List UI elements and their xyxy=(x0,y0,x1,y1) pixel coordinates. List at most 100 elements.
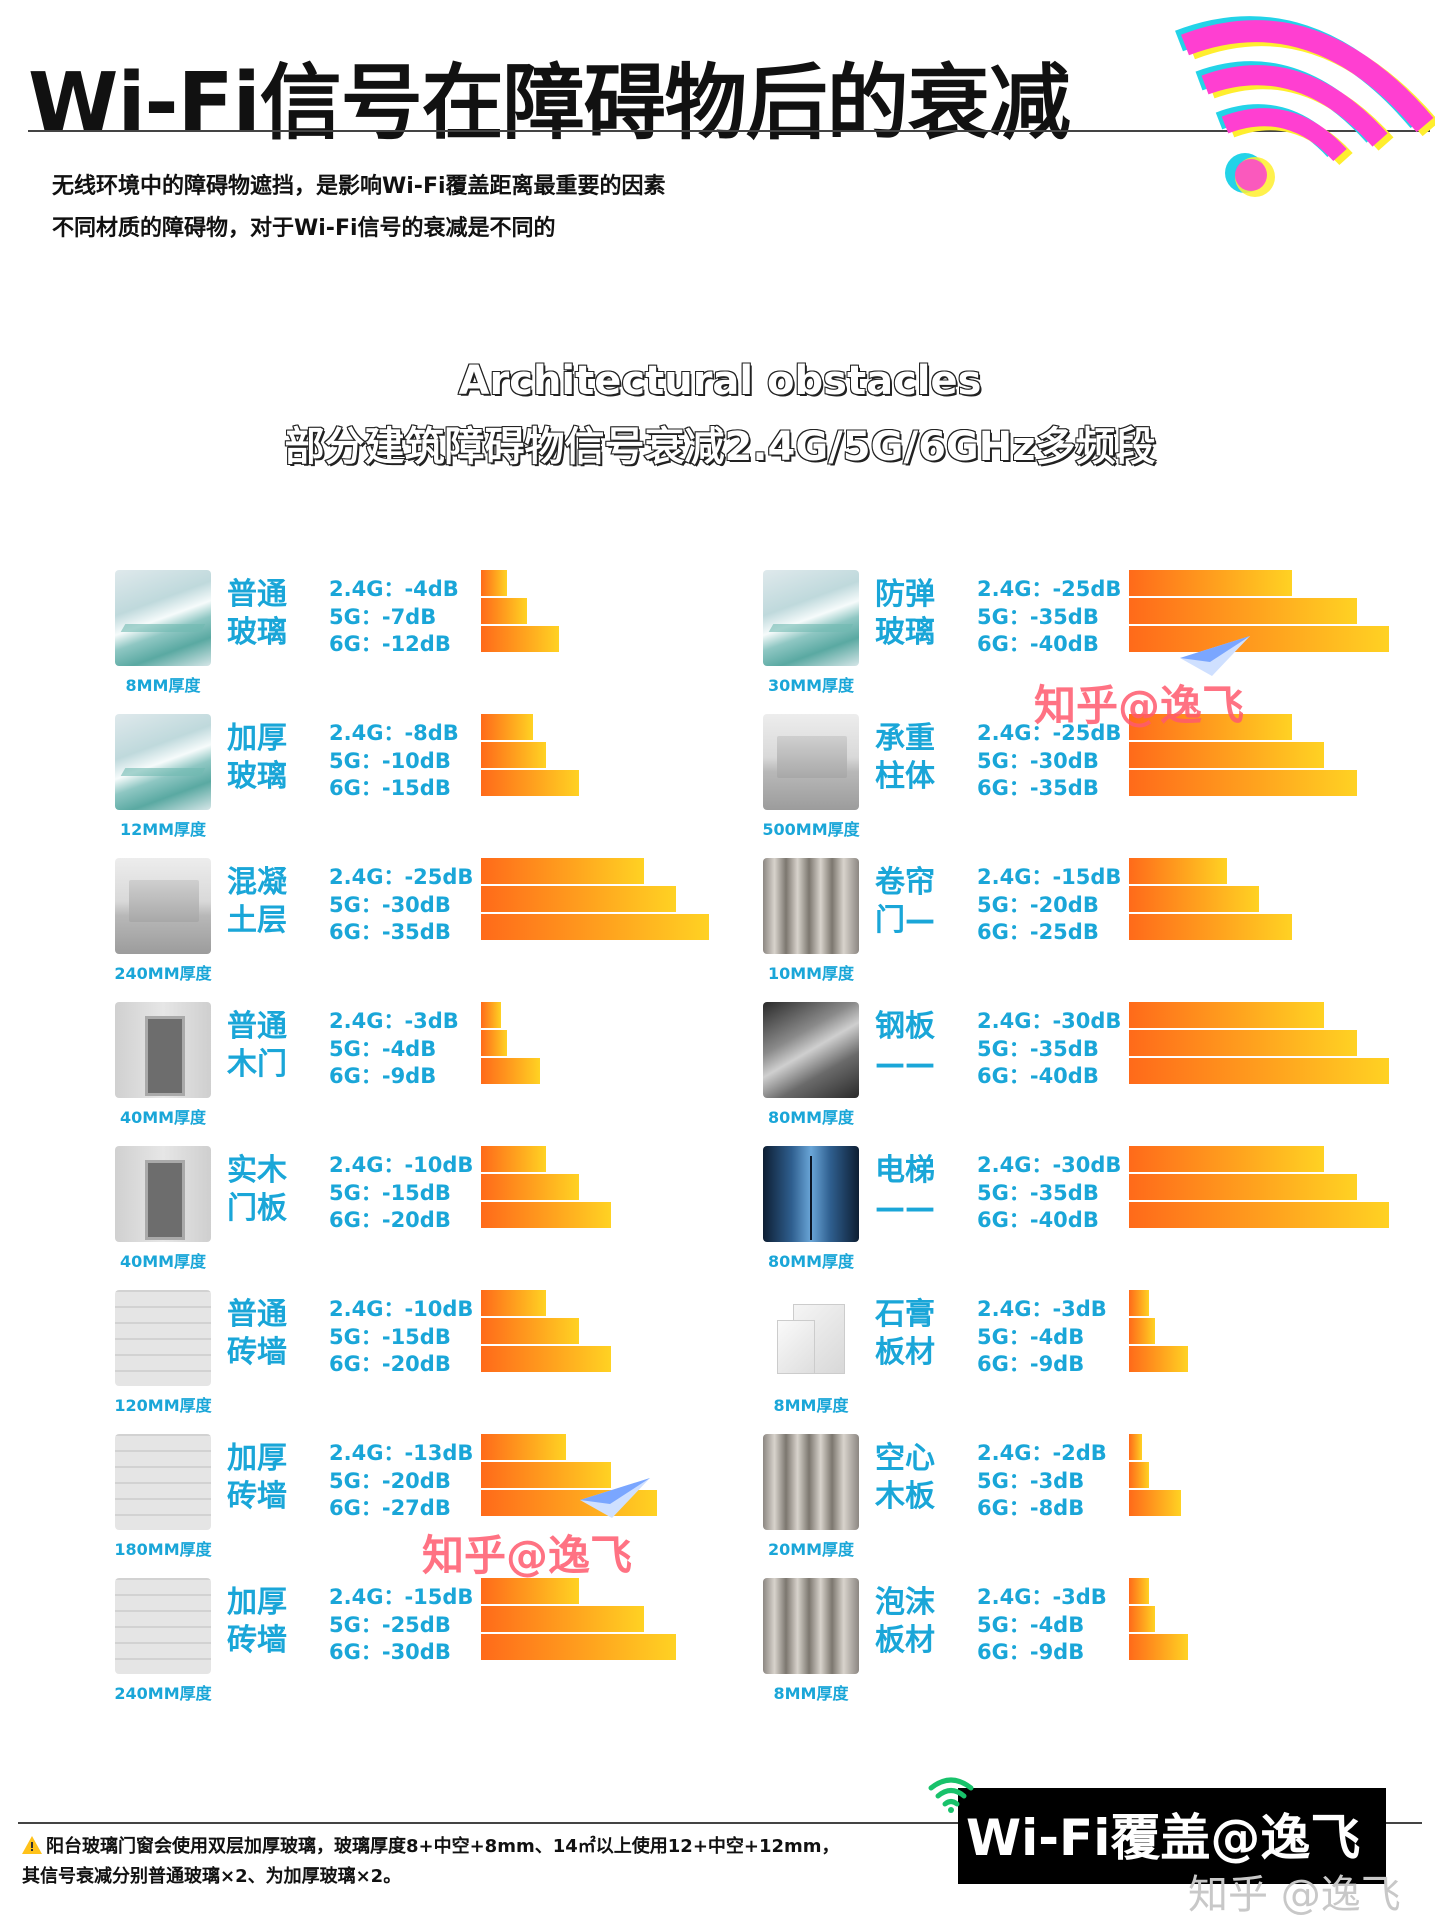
material-row: 240MM厚度 加厚 砖墙 2.4G：-15dB 5G：-25dB 6G：-30dB xyxy=(114,1578,775,1718)
bar-2-4g xyxy=(481,1002,501,1028)
bar-6g xyxy=(481,626,559,652)
bar-group xyxy=(481,714,771,810)
thickness-label: 500MM厚度 xyxy=(762,820,860,839)
glass-thumbnail xyxy=(115,570,211,666)
bar-5g xyxy=(481,1318,579,1344)
data-label: 5G：-20dB xyxy=(329,1468,451,1493)
bar-5g xyxy=(481,886,676,912)
bar-group xyxy=(481,1146,771,1242)
warning-icon xyxy=(22,1836,42,1854)
data-label: 2.4G：-30dB xyxy=(977,1009,1122,1033)
attenuation-values: 2.4G：-4dB 5G：-7dB 6G：-12dB xyxy=(329,576,479,659)
brick-thumbnail xyxy=(115,1290,211,1386)
bar-5g xyxy=(481,742,546,768)
bar-2-4g xyxy=(1129,1290,1149,1316)
material-name-line: 砖墙 xyxy=(227,1479,287,1514)
thickness-label: 240MM厚度 xyxy=(114,1684,212,1703)
thickness-label: 240MM厚度 xyxy=(114,964,212,983)
material-name-line: 土层 xyxy=(227,903,287,938)
material-name-line: 混凝 xyxy=(227,865,287,900)
door-thumbnail xyxy=(115,1002,211,1098)
data-label: 5G：-15dB xyxy=(329,1180,451,1205)
data-label: 2.4G：-15dB xyxy=(977,865,1122,889)
attenuation-values: 2.4G：-25dB 5G：-35dB 6G：-40dB xyxy=(977,576,1127,659)
data-label: 6G：-20dB xyxy=(329,1208,451,1232)
data-label: 5G：-7dB xyxy=(329,604,437,629)
data-label: 2.4G：-10dB xyxy=(329,1153,474,1177)
attenuation-values: 2.4G：-30dB 5G：-35dB 6G：-40dB xyxy=(977,1152,1127,1235)
data-label: 6G：-20dB xyxy=(329,1352,451,1376)
bar-5g xyxy=(1129,598,1357,624)
data-label: 6G：-27dB xyxy=(329,1496,451,1520)
data-label: 6G：-35dB xyxy=(329,920,451,944)
material-name-line: 木门 xyxy=(227,1047,287,1082)
attenuation-values: 2.4G：-30dB 5G：-35dB 6G：-40dB xyxy=(977,1008,1127,1091)
thickness-label: 20MM厚度 xyxy=(767,1540,855,1559)
data-label: 2.4G：-13dB xyxy=(329,1441,474,1465)
attenuation-values: 2.4G：-10dB 5G：-15dB 6G：-20dB xyxy=(329,1152,479,1235)
material-name-line: 玻璃 xyxy=(875,615,935,650)
bar-5g xyxy=(481,1462,611,1488)
brick-thumbnail xyxy=(115,1578,211,1674)
material-name-line: 承重 xyxy=(875,721,935,756)
footer-note-line-1: 阳台玻璃门窗会使用双层加厚玻璃，玻璃厚度8+中空+8mm、14㎡以上使用12+中… xyxy=(22,1832,840,1858)
bar-2-4g xyxy=(481,1578,579,1604)
paper-plane-icon xyxy=(580,1478,650,1518)
material-row: 80MM厚度 钢板 —— 2.4G：-30dB 5G：-35dB 6G：-40dB xyxy=(763,1002,1423,1142)
data-label: 5G：-10dB xyxy=(329,748,451,773)
wifi-icon xyxy=(928,1777,974,1813)
data-label: 6G：-12dB xyxy=(329,632,451,656)
material-name-line: 门板 xyxy=(227,1191,287,1226)
bar-6g xyxy=(1129,1346,1188,1372)
brick-thumbnail xyxy=(115,1434,211,1530)
bar-2-4g xyxy=(481,1146,546,1172)
material-name-line: 普通 xyxy=(227,1009,287,1044)
metal-thumbnail xyxy=(763,858,859,954)
bar-2-4g xyxy=(481,858,644,884)
brand-text: Wi-Fi覆盖@逸飞 xyxy=(966,1809,1361,1867)
data-label: 6G：-35dB xyxy=(977,776,1099,800)
data-label: 2.4G：-4dB xyxy=(329,577,459,601)
bar-6g xyxy=(481,914,709,940)
elevator-thumbnail xyxy=(763,1146,859,1242)
data-label: 5G：-3dB xyxy=(977,1468,1085,1493)
data-label: 5G：-35dB xyxy=(977,1036,1099,1061)
bar-6g xyxy=(481,770,579,796)
bar-5g xyxy=(481,1606,644,1632)
bar-2-4g xyxy=(1129,1146,1324,1172)
data-label: 2.4G：-25dB xyxy=(977,577,1122,601)
bar-5g xyxy=(481,1174,579,1200)
data-label: 6G：-40dB xyxy=(977,1064,1099,1088)
thickness-label: 40MM厚度 xyxy=(119,1252,207,1271)
material-name-line: 普通 xyxy=(227,577,287,612)
material-name: 防弹 玻璃 xyxy=(875,576,951,652)
bar-5g xyxy=(481,598,527,624)
attenuation-values: 2.4G：-25dB 5G：-30dB 6G：-35dB xyxy=(977,720,1127,803)
material-name-line: 加厚 xyxy=(227,1585,287,1620)
bar-group xyxy=(1129,858,1419,954)
attenuation-values: 2.4G：-13dB 5G：-20dB 6G：-27dB xyxy=(329,1440,479,1523)
bar-2-4g xyxy=(481,570,507,596)
data-label: 5G：-25dB xyxy=(329,1612,451,1637)
bar-group xyxy=(481,570,771,666)
thickness-label: 8MM厚度 xyxy=(773,1684,849,1703)
bar-6g xyxy=(1129,1634,1188,1660)
material-name: 普通 木门 xyxy=(227,1008,303,1084)
thickness-label: 120MM厚度 xyxy=(114,1396,212,1415)
material-name: 加厚 玻璃 xyxy=(227,720,303,796)
bar-2-4g xyxy=(1129,1578,1149,1604)
data-label: 6G：-9dB xyxy=(329,1064,437,1088)
footer-note-text-1: 阳台玻璃门窗会使用双层加厚玻璃，玻璃厚度8+中空+8mm、14㎡以上使用12+中… xyxy=(46,1836,840,1857)
bar-2-4g xyxy=(1129,1002,1324,1028)
material-name-line: —— xyxy=(875,1047,935,1082)
material-name-line: 空心 xyxy=(875,1441,935,1476)
thickness-label: 180MM厚度 xyxy=(114,1540,212,1559)
glass-thumbnail xyxy=(115,714,211,810)
material-row: 20MM厚度 空心 木板 2.4G：-2dB 5G：-3dB 6G：-8dB xyxy=(763,1434,1423,1574)
data-label: 2.4G：-3dB xyxy=(977,1297,1107,1321)
concrete-thumbnail xyxy=(763,714,859,810)
material-row: 80MM厚度 电梯 —— 2.4G：-30dB 5G：-35dB 6G：-40dB xyxy=(763,1146,1423,1286)
bar-2-4g xyxy=(481,1290,546,1316)
data-label: 2.4G：-30dB xyxy=(977,1153,1122,1177)
bar-group xyxy=(1129,570,1419,666)
